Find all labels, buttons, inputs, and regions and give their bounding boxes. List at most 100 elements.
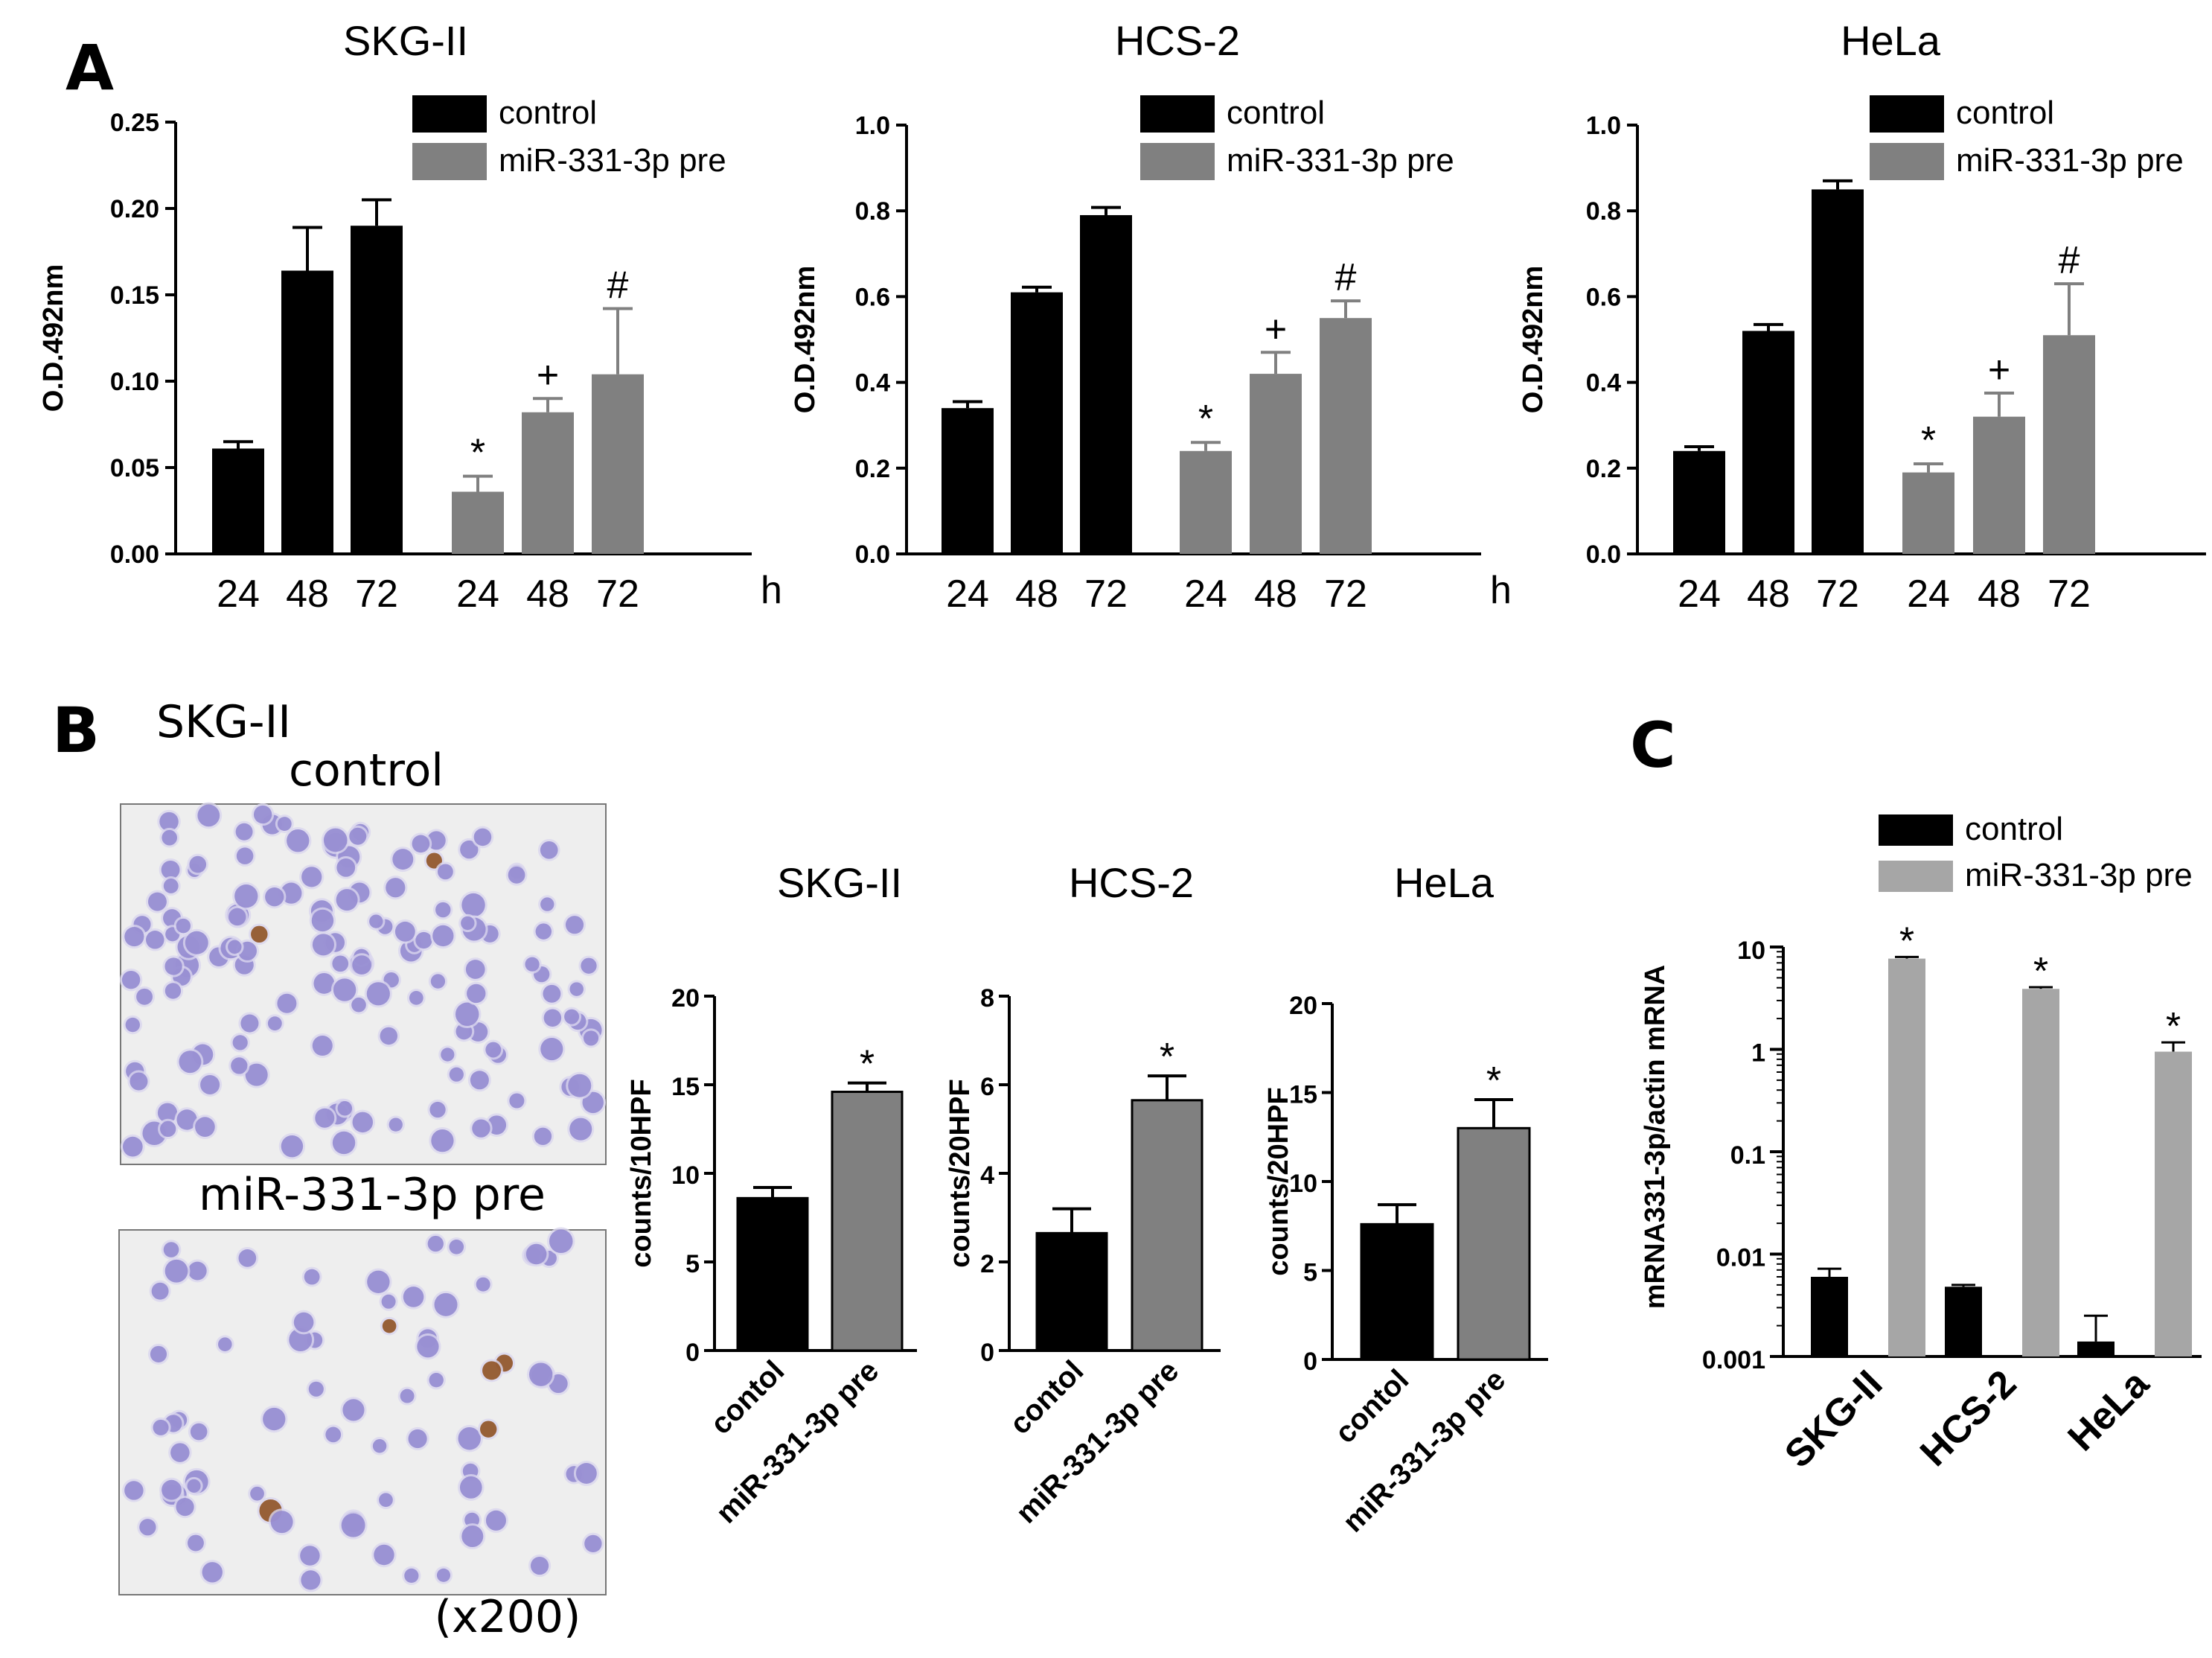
cell xyxy=(187,1479,201,1493)
cell xyxy=(381,1294,396,1309)
x-tick-label: 24 xyxy=(456,573,499,616)
stained-cell xyxy=(382,1319,397,1333)
cell xyxy=(333,978,357,1001)
cell xyxy=(176,1109,197,1130)
y-tick-label: 1.0 xyxy=(1586,112,1621,140)
y-tick-label: 0.2 xyxy=(1586,455,1621,483)
bar xyxy=(942,408,994,554)
legend-swatch xyxy=(412,143,487,180)
cell xyxy=(122,1136,143,1157)
cell xyxy=(315,1108,335,1128)
cell xyxy=(458,1427,481,1450)
cell xyxy=(150,1345,167,1362)
cell xyxy=(267,1016,282,1031)
chart-c: control miR-331-3p pre 0.001 0.01 0.1 1 10 mRNA… xyxy=(1640,811,2202,1476)
cell xyxy=(124,926,144,947)
stained-cell xyxy=(426,852,442,869)
chart-a-hcs-2: HCS-2 0.0 0.2 0.4 0.6 0.8 1.0 O.D.492nm * + #24 48 7… xyxy=(790,17,1512,616)
cell xyxy=(170,1443,190,1462)
x-tick-label: 24 xyxy=(1184,573,1227,616)
cell xyxy=(301,867,322,887)
cell xyxy=(313,973,335,994)
legend-label: control xyxy=(499,95,597,131)
y-axis-label: O.D.492nm xyxy=(1518,266,1549,414)
x-tick-label: 48 xyxy=(526,573,569,616)
bar xyxy=(1973,416,2025,554)
y-tick-label: 5 xyxy=(1303,1259,1317,1287)
cell xyxy=(250,1486,264,1501)
significance-mark: * xyxy=(1899,919,1914,963)
legend-label: miR-331-3p pre xyxy=(1956,142,2184,179)
cell xyxy=(228,908,246,926)
cell xyxy=(449,1239,464,1254)
cell xyxy=(323,828,348,852)
cell xyxy=(124,1481,144,1500)
cell xyxy=(159,812,179,832)
cell xyxy=(427,1235,444,1252)
cell xyxy=(543,984,561,1003)
bar xyxy=(1812,189,1864,554)
cell xyxy=(188,1261,207,1281)
cell xyxy=(238,1249,257,1267)
x-axis-unit: h xyxy=(1490,569,1512,612)
cell xyxy=(472,1119,490,1138)
significance-mark: * xyxy=(860,1043,875,1086)
x-tick-label: 48 xyxy=(1015,573,1058,616)
cell xyxy=(253,805,272,824)
cell xyxy=(151,1282,169,1300)
y-axis-label: counts/10HPF xyxy=(626,1079,657,1267)
cell xyxy=(185,931,208,954)
cell xyxy=(157,1103,178,1123)
y-tick-label: 0.6 xyxy=(1586,283,1621,311)
y-tick-label: 8 xyxy=(980,984,994,1013)
cell xyxy=(231,1057,248,1074)
cell xyxy=(465,960,485,979)
cell xyxy=(392,849,414,870)
x-axis-unit: h xyxy=(761,569,782,612)
cell xyxy=(565,916,584,934)
cell xyxy=(569,982,584,996)
cell xyxy=(409,991,423,1005)
significance-mark: * xyxy=(2033,950,2048,993)
significance-mark: + xyxy=(1988,348,2010,392)
legend-label: miR-331-3p pre xyxy=(1965,857,2193,893)
photo-treated-cells xyxy=(122,1227,604,1592)
y-tick-label: 0.00 xyxy=(110,541,159,569)
x-tick-label: 48 xyxy=(286,573,329,616)
significance-mark: + xyxy=(537,354,559,397)
stained-cell xyxy=(482,1361,502,1380)
photo-treated xyxy=(118,1227,607,1595)
cell xyxy=(415,931,432,949)
bar xyxy=(1131,1099,1204,1352)
cell xyxy=(304,1269,320,1285)
y-tick-label: 0.0 xyxy=(855,541,890,569)
bar xyxy=(831,1091,904,1352)
legend-label: control xyxy=(1965,811,2063,847)
y-tick-label: 10 xyxy=(1289,1170,1317,1198)
cell xyxy=(125,1017,141,1033)
cell xyxy=(535,923,552,940)
bar xyxy=(212,448,264,554)
cell xyxy=(332,955,349,972)
chart-title: SKG-II xyxy=(777,859,902,906)
y-tick-label: 6 xyxy=(980,1073,994,1101)
cell xyxy=(461,916,475,931)
x-tick-label: 72 xyxy=(596,573,639,616)
y-tick-label: 0.8 xyxy=(1586,197,1621,226)
bar xyxy=(2155,1051,2192,1356)
cell xyxy=(189,855,207,873)
cell xyxy=(460,840,479,859)
x-tick-label: miR-331-3p pre xyxy=(1337,1363,1512,1538)
bar xyxy=(522,412,574,554)
cell xyxy=(287,829,310,852)
bar xyxy=(1360,1222,1434,1361)
y-axis-label: O.D.492nm xyxy=(38,264,69,412)
cell xyxy=(485,1042,502,1058)
significance-mark: # xyxy=(1335,256,1357,299)
cell xyxy=(404,1568,419,1584)
y-tick-label: 15 xyxy=(671,1073,700,1101)
cell xyxy=(584,1534,602,1553)
y-tick-label: 0.6 xyxy=(855,283,890,311)
cell xyxy=(130,1072,148,1091)
y-tick-label: 20 xyxy=(1289,992,1317,1020)
